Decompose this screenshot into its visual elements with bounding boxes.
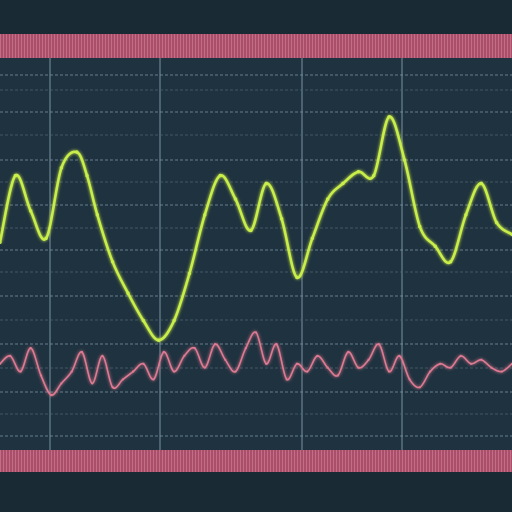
series-1-point-15 [203,213,207,217]
series-1-point-8 [95,213,100,217]
series-2-point-44 [439,362,442,365]
series-1-point-12 [156,338,161,343]
series-1-point-17 [233,197,238,201]
series-1-point-22 [310,236,315,241]
series-2-point-11 [101,354,104,358]
series-1-point-28 [402,158,407,162]
series-2-point-13 [121,378,125,381]
series-2-point-45 [449,366,452,369]
series-2-point-34 [336,374,340,377]
series-1-point-3 [28,209,33,213]
series-2-point-48 [480,358,483,361]
series-2-point-39 [387,370,391,373]
series-2-point-7 [60,382,63,385]
series-2-point-9 [80,350,84,354]
series-2-point-47 [469,362,473,365]
top-band [0,34,512,58]
series-1-point-21 [295,275,299,280]
series-2-point-8 [70,370,73,373]
series-group [0,115,512,397]
series-2-point-30 [295,362,299,365]
series-2-point-38 [377,343,381,346]
series-2-point-22 [213,343,217,346]
series-2-point-40 [398,354,401,358]
series-1-point-7 [85,173,89,178]
series-2-point-6 [50,393,53,397]
series-1-point-29 [418,224,422,229]
series-2-point-26 [254,331,258,334]
series-2-point-28 [275,343,278,346]
series-1-point-25 [356,169,361,174]
series-1-point-32 [464,213,468,217]
series-2-point-29 [285,378,288,381]
series-2-point-4 [29,346,32,350]
series-1-point-23 [325,197,330,201]
series-2-point-2 [9,354,12,358]
series-2-point-32 [316,354,319,358]
series-1-point-30 [433,244,438,248]
series-1-point-4 [44,236,48,241]
series-1-point-27 [387,115,391,119]
series-1-point-26 [372,173,376,178]
series-2-point-15 [142,362,145,365]
series-1-point-13 [172,318,176,323]
series-1-point-34 [494,220,499,225]
series-2-point-33 [326,366,329,369]
series-2-point-21 [203,366,206,369]
series-2-point-42 [418,386,421,389]
series-1-point-5 [59,166,64,170]
series-1-point-9 [110,260,115,264]
series-2-point-12 [111,386,114,389]
series-2-point-49 [490,366,493,369]
series-2-point-17 [162,350,165,354]
series-2-point-23 [224,358,227,361]
series-2-point-46 [459,354,462,358]
series-1-point-16 [218,173,222,178]
series-1-point-20 [279,216,284,221]
series-2-point-14 [131,370,135,373]
series-1-point-31 [448,260,453,264]
series-2-point-1 [0,362,2,365]
series-1-point-24 [341,181,345,186]
series-2-point-50 [500,370,503,373]
series-1-point-1 [0,240,2,244]
series-2-point-18 [172,370,176,373]
series-2-point-36 [357,366,360,369]
series-2-point-5 [39,374,43,377]
series-2-point-35 [347,350,350,354]
series-2-point-10 [91,382,94,385]
grid [0,58,512,450]
series-2-point-41 [408,378,411,381]
series-2-point-37 [367,358,370,361]
series-1-point-33 [479,181,484,186]
series-2-point-19 [183,354,186,358]
series-2-point-20 [193,346,196,350]
series-2-point-24 [234,370,237,373]
series-1-point-6 [75,150,79,154]
series-2-point-31 [306,370,309,373]
bottom-band [0,450,512,472]
series-1-point-2 [13,173,18,178]
series-2-point-43 [428,370,432,373]
series-2-point-25 [244,346,247,350]
series-1-point-11 [141,318,146,323]
series-2-point-27 [265,362,268,365]
series-1-point-14 [187,271,192,276]
series-1-point-10 [126,291,130,296]
series-2-point-3 [19,370,22,373]
series-1-point-19 [264,181,269,186]
series-2-point-16 [152,378,155,381]
series-1-point-18 [249,228,253,233]
plot-area [0,58,512,450]
